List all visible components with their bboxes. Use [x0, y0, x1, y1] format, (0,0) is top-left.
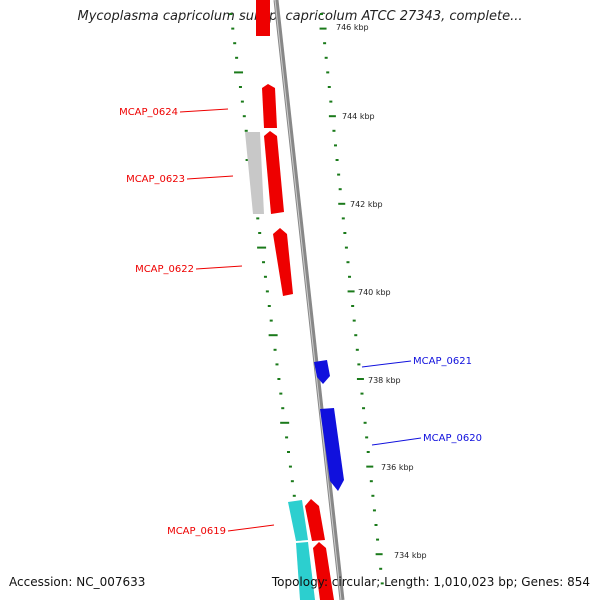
scale-label-738: 738 kbp — [368, 376, 401, 385]
gene-label-0622[interactable]: MCAP_0622 — [135, 264, 194, 275]
scale-labels: 746 kbp 744 kbp 742 kbp 740 kbp 738 kbp … — [336, 23, 427, 560]
map-title: Mycoplasma capricolum subsp. capricolum … — [77, 9, 523, 24]
gene-label-0624[interactable]: MCAP_0624 — [119, 107, 178, 118]
feature-cyan-0619b[interactable] — [296, 542, 315, 600]
gene-mcap-0621[interactable] — [314, 360, 330, 384]
gc-outer-track — [319, 13, 384, 585]
gene-label-0620[interactable]: MCAP_0620 — [423, 433, 482, 444]
leader-line-0619 — [227, 524, 275, 532]
gene-label-0621[interactable]: MCAP_0621 — [413, 356, 472, 367]
scale-label-742: 742 kbp — [350, 200, 383, 209]
leader-line-0620 — [371, 437, 422, 446]
feature-gray-0623[interactable] — [245, 132, 264, 214]
genome-backbone-highlight — [274, 0, 342, 600]
genome-summary-text: Topology: circular; Length: 1,010,023 bp… — [271, 575, 590, 589]
leader-line-0624 — [179, 108, 229, 113]
feature-cyan-0619[interactable] — [288, 500, 308, 541]
gene-partial-top[interactable] — [256, 0, 270, 36]
scale-label-746: 746 kbp — [336, 23, 369, 32]
gene-label-0619[interactable]: MCAP_0619 — [167, 526, 226, 537]
genome-backbone — [273, 0, 345, 600]
accession-text: Accession: NC_007633 — [9, 575, 146, 589]
leader-line-0622 — [195, 265, 243, 270]
gene-mcap-0619[interactable] — [305, 499, 325, 541]
gene-mcap-0623[interactable] — [264, 131, 284, 214]
gene-mcap-0620[interactable] — [320, 408, 344, 491]
gene-features — [245, 0, 344, 600]
leader-line-0621 — [361, 360, 412, 368]
gene-label-group: MCAP_0624 MCAP_0623 MCAP_0622 MCAP_0621 … — [119, 107, 482, 537]
scale-label-744: 744 kbp — [342, 112, 375, 121]
scale-label-736: 736 kbp — [381, 463, 414, 472]
leader-line-0623 — [186, 175, 234, 180]
gene-label-0623[interactable]: MCAP_0623 — [126, 174, 185, 185]
gene-partial-bottom[interactable] — [313, 542, 334, 600]
gene-mcap-0624[interactable] — [262, 84, 277, 128]
scale-label-740: 740 kbp — [358, 288, 391, 297]
scale-label-734: 734 kbp — [394, 551, 427, 560]
gene-mcap-0622[interactable] — [273, 228, 293, 296]
